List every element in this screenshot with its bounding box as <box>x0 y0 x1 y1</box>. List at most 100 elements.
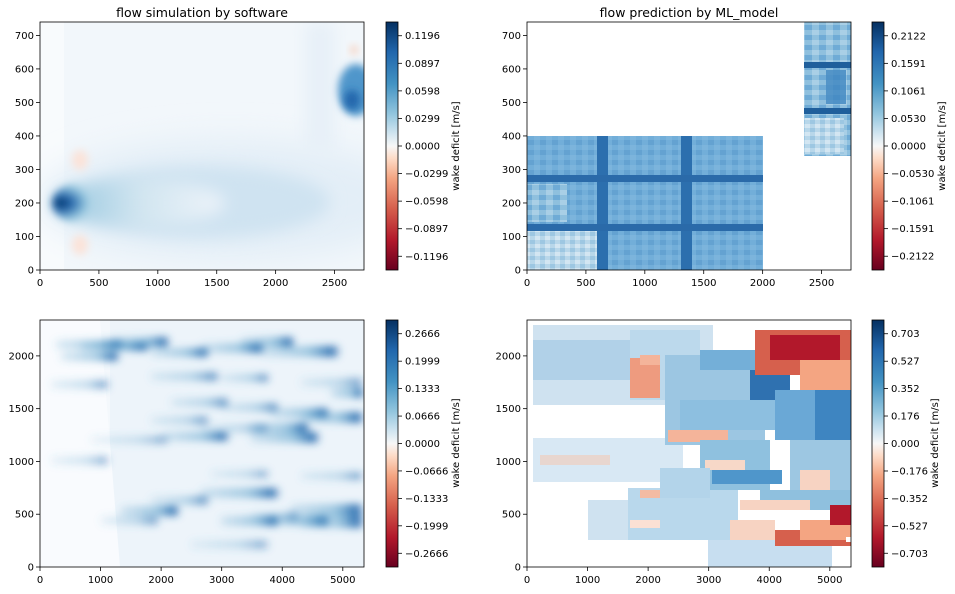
y-ticks-1: 0 100 200 300 400 500 600 700 <box>15 31 40 277</box>
colorbar-tick-label: −0.2666 <box>405 549 448 560</box>
colorbar-tick-label: 0.0598 <box>405 86 440 97</box>
y-tick-label: 200 <box>15 198 34 209</box>
y-tick-label: 1500 <box>496 404 521 415</box>
x-tick-label: 2000 <box>148 575 173 586</box>
y-tick-label: 300 <box>15 165 34 176</box>
colorbar-tick-label: −0.0666 <box>405 466 448 477</box>
colorbar-tick-label: 0.2666 <box>405 329 440 340</box>
x-tick-label: 500 <box>576 278 595 289</box>
y-tick-label: 0 <box>28 563 34 574</box>
y-tick-label: 500 <box>502 510 521 521</box>
colorbar-tick-label: 0.0897 <box>405 59 440 70</box>
colorbar-tick-label: −0.2122 <box>891 252 934 263</box>
x-ticks-3: 0 1000 2000 3000 4000 5000 <box>37 567 356 586</box>
x-tick-label: 3000 <box>696 575 721 586</box>
colorbar-ticks-4: 0.703 0.527 0.352 0.176 0.000 −0.176 −0.352 −0.… <box>884 329 928 560</box>
colorbar-label-4: wake deficit [m/s] <box>930 398 941 487</box>
colorbar-3: 0.2666 0.1999 0.1333 0.0666 0.0000 −0.0666 −0.… <box>385 319 462 568</box>
y-tick-label: 100 <box>502 232 521 243</box>
panel-prediction-large: 0 1000 2000 3000 4000 5000 0 500 1000 1500 2000 0… <box>496 319 941 586</box>
y-tick-label: 400 <box>502 131 521 142</box>
colorbar-tick-label: 0.527 <box>891 357 920 368</box>
x-tick-label: 2000 <box>263 278 288 289</box>
y-tick-label: 100 <box>15 232 34 243</box>
y-tick-label: 200 <box>502 198 521 209</box>
colorbar-tick-label: −0.527 <box>891 521 928 532</box>
panel-prediction-small: flow prediction by ML_model 0 500 1000 1500… <box>502 5 948 289</box>
y-tick-label: 600 <box>502 64 521 75</box>
heatmap-field-3 <box>40 320 364 567</box>
colorbar-ticks-2: 0.2122 0.1591 0.1061 0.0530 0.0000 −0.0530 −0.… <box>884 31 934 263</box>
x-tick-label: 0 <box>37 278 43 289</box>
y-tick-label: 0 <box>515 266 521 277</box>
colorbar-tick-label: 0.352 <box>891 384 920 395</box>
colorbar-tick-label: 0.2122 <box>891 31 926 42</box>
x-tick-label: 0 <box>524 575 530 586</box>
colorbar-ticks-1: 0.1196 0.0897 0.0598 0.0299 0.0000 −0.0299 −0.… <box>398 31 448 263</box>
x-tick-label: 1000 <box>88 575 113 586</box>
colorbar-tick-label: 0.1333 <box>405 384 440 395</box>
y-tick-label: 0 <box>515 563 521 574</box>
x-tick-label: 5000 <box>817 575 842 586</box>
colorbar-tick-label: 0.0000 <box>405 439 440 450</box>
colorbar-tick-label: −0.1591 <box>891 224 934 235</box>
axes-frame-2 <box>526 21 852 271</box>
colorbar-4: 0.703 0.527 0.352 0.176 0.000 −0.176 −0.352 −0.… <box>871 319 941 568</box>
colorbar-tick-label: −0.703 <box>891 549 928 560</box>
x-tick-label: 1500 <box>691 278 716 289</box>
panel-simulation-large: 0 1000 2000 3000 4000 5000 0 500 1000 1500 2000 0… <box>9 319 462 586</box>
x-tick-label: 1000 <box>145 278 170 289</box>
x-tick-label: 1000 <box>575 575 600 586</box>
panel-simulation-small: flow simulation by software 0 500 1000 1500… <box>15 5 462 289</box>
colorbar-tick-label: −0.0897 <box>405 224 448 235</box>
colorbar-tick-label: 0.1196 <box>405 31 440 42</box>
y-tick-label: 500 <box>502 98 521 109</box>
y-tick-label: 500 <box>15 510 34 521</box>
colorbar-tick-label: 0.0299 <box>405 114 440 125</box>
y-tick-label: 2000 <box>496 351 521 362</box>
y-ticks-4: 0 500 1000 1500 2000 <box>496 351 527 574</box>
colorbar-tick-label: 0.000 <box>891 439 920 450</box>
y-tick-label: 400 <box>15 131 34 142</box>
y-tick-label: 1500 <box>9 404 34 415</box>
y-tick-label: 2000 <box>9 351 34 362</box>
colorbar-tick-label: −0.0530 <box>891 169 934 180</box>
chart-title-2: flow prediction by ML_model <box>600 5 779 20</box>
y-ticks-3: 0 500 1000 1500 2000 <box>9 351 40 574</box>
colorbar-tick-label: 0.1999 <box>405 357 440 368</box>
y-tick-label: 500 <box>15 98 34 109</box>
colorbar-tick-label: −0.1196 <box>405 252 448 263</box>
colorbar-tick-label: −0.1061 <box>891 197 934 208</box>
x-ticks-4: 0 1000 2000 3000 4000 5000 <box>524 567 843 586</box>
colorbar-tick-label: 0.1591 <box>891 59 926 70</box>
colorbar-1: 0.1196 0.0897 0.0598 0.0299 0.0000 −0.0299 −0.… <box>385 21 462 271</box>
y-tick-label: 300 <box>502 165 521 176</box>
x-tick-label: 1500 <box>204 278 229 289</box>
colorbar-tick-label: 0.0000 <box>891 142 926 153</box>
x-tick-label: 1000 <box>632 278 657 289</box>
x-tick-label: 4000 <box>757 575 782 586</box>
colorbar-tick-label: −0.352 <box>891 494 928 505</box>
colorbar-tick-label: −0.0598 <box>405 197 448 208</box>
x-ticks-1: 0 500 1000 1500 2000 2500 <box>37 270 347 289</box>
heatmap-field-2 <box>527 22 851 270</box>
heatmap-field-4 <box>527 320 851 567</box>
y-tick-label: 700 <box>15 31 34 42</box>
y-tick-label: 0 <box>28 266 34 277</box>
colorbar-2: 0.2122 0.1591 0.1061 0.0530 0.0000 −0.0530 −0.… <box>871 21 948 271</box>
y-tick-label: 600 <box>15 64 34 75</box>
x-tick-label: 2000 <box>750 278 775 289</box>
colorbar-tick-label: 0.0000 <box>405 142 440 153</box>
colorbar-ticks-3: 0.2666 0.1999 0.1333 0.0666 0.0000 −0.0666 −0.… <box>398 329 448 560</box>
colorbar-tick-label: −0.0299 <box>405 169 448 180</box>
chart-title-1: flow simulation by software <box>116 5 288 20</box>
x-tick-label: 0 <box>524 278 530 289</box>
colorbar-tick-label: −0.1333 <box>405 494 448 505</box>
colorbar-tick-label: 0.176 <box>891 412 920 423</box>
x-tick-label: 2000 <box>635 575 660 586</box>
colorbar-tick-label: 0.703 <box>891 329 920 340</box>
colorbar-label-1: wake deficit [m/s] <box>451 101 462 190</box>
y-tick-label: 700 <box>502 31 521 42</box>
x-tick-label: 3000 <box>209 575 234 586</box>
